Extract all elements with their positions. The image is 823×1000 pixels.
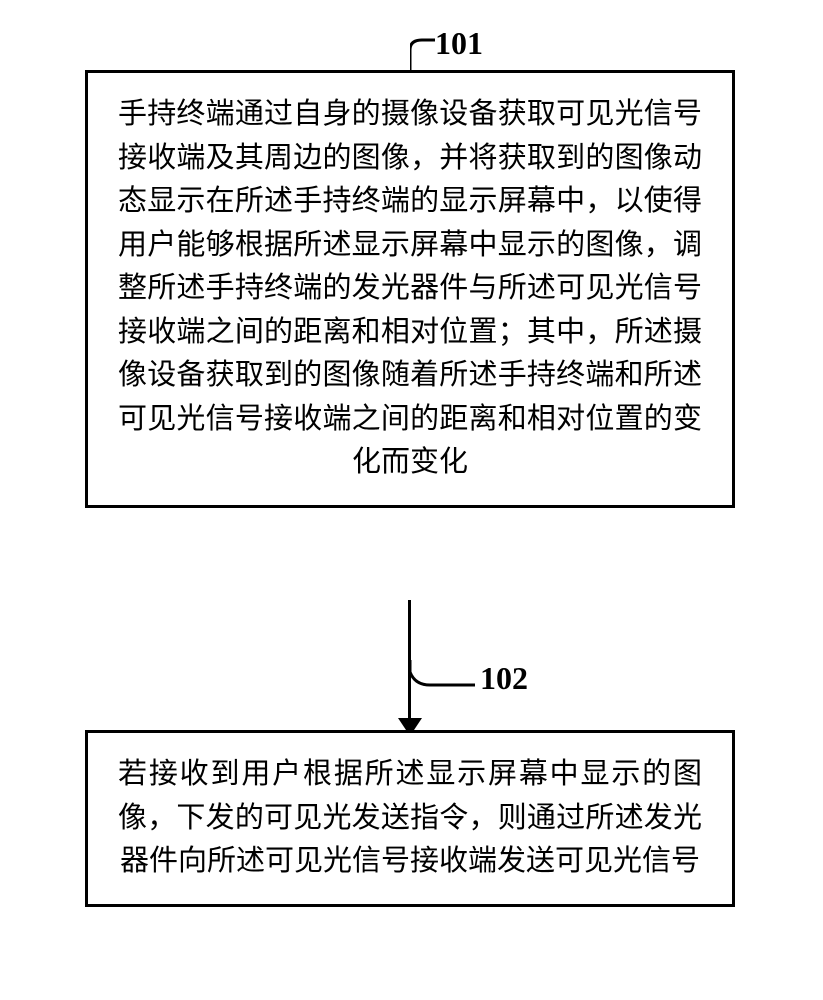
node-text-101: 手持终端通过自身的摄像设备获取可见光信号接收端及其周边的图像，并将获取到的图像动… <box>118 93 702 485</box>
node-text-102: 若接收到用户根据所述显示屏幕中显示的图像，下发的可见光发送指令，则通过所述发光器… <box>118 753 702 884</box>
node-label-102: 102 <box>480 660 528 697</box>
flowchart-node-102: 若接收到用户根据所述显示屏幕中显示的图像，下发的可见光发送指令，则通过所述发光器… <box>85 730 735 907</box>
label-connector-102 <box>410 660 480 695</box>
flowchart-container: 101 手持终端通过自身的摄像设备获取可见光信号接收端及其周边的图像，并将获取到… <box>0 0 823 1000</box>
node-label-101: 101 <box>435 25 483 62</box>
flowchart-node-101: 手持终端通过自身的摄像设备获取可见光信号接收端及其周边的图像，并将获取到的图像动… <box>85 70 735 508</box>
